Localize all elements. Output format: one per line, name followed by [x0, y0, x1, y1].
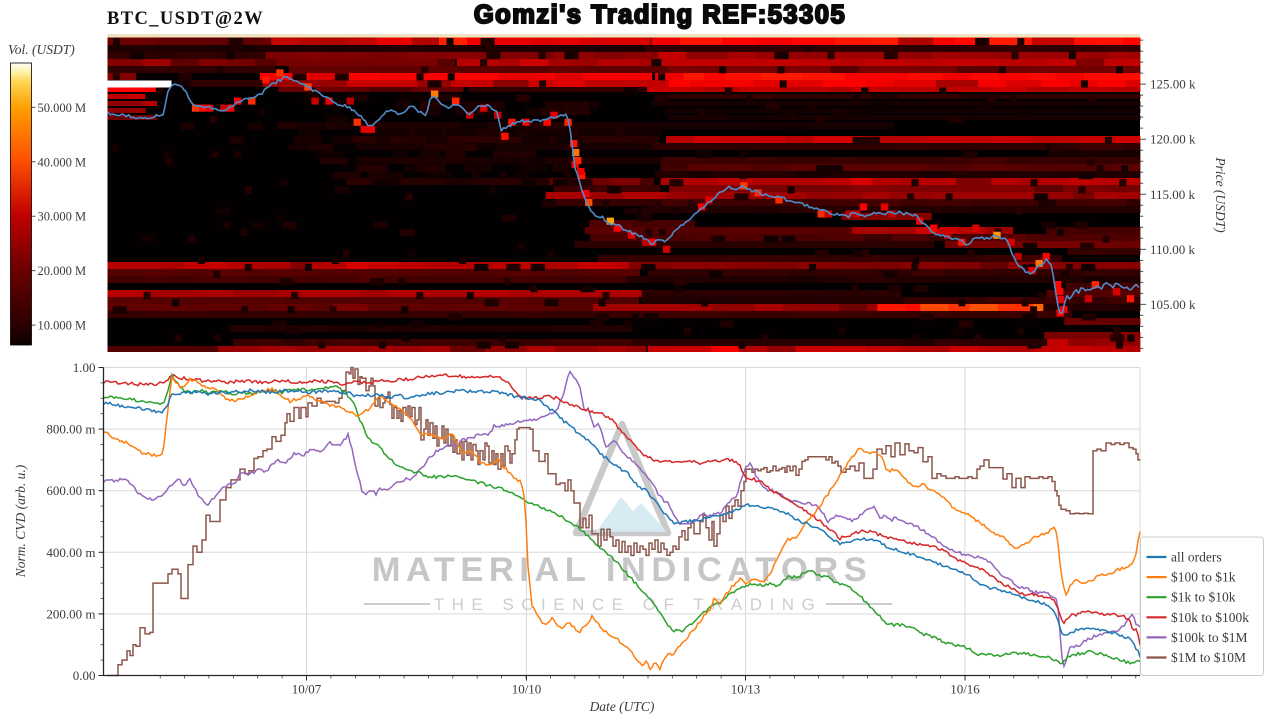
- svg-text:600.00 m: 600.00 m: [46, 483, 95, 498]
- svg-text:$100k to $1M: $100k to $1M: [1171, 630, 1248, 645]
- svg-text:10/10: 10/10: [512, 682, 542, 697]
- svg-text:$100 to $1k: $100 to $1k: [1171, 570, 1236, 585]
- svg-text:Vol. (USDT): Vol. (USDT): [8, 42, 75, 57]
- svg-text:200.00 m: 200.00 m: [46, 606, 95, 621]
- svg-text:10/16: 10/16: [950, 682, 980, 697]
- svg-text:Norm. CVD (arb. u.): Norm. CVD (arb. u.): [13, 464, 28, 578]
- svg-text:50.000 M: 50.000 M: [38, 101, 87, 115]
- svg-text:800.00 m: 800.00 m: [46, 422, 95, 437]
- svg-text:30.000 M: 30.000 M: [38, 210, 87, 224]
- svg-text:115.00 k: 115.00 k: [1150, 187, 1196, 202]
- svg-text:10/07: 10/07: [292, 682, 322, 697]
- svg-text:120.00 k: 120.00 k: [1150, 132, 1196, 147]
- svg-text:MATERIAL INDICATORS: MATERIAL INDICATORS: [372, 551, 873, 589]
- svg-text:$1M to $10M: $1M to $10M: [1171, 650, 1246, 665]
- svg-text:Date (UTC): Date (UTC): [589, 699, 655, 714]
- svg-text:400.00 m: 400.00 m: [46, 545, 95, 560]
- svg-text:$10k to $100k: $10k to $100k: [1171, 610, 1249, 625]
- svg-text:BTC_USDT@2W: BTC_USDT@2W: [107, 9, 264, 29]
- svg-text:125.00 k: 125.00 k: [1150, 77, 1196, 92]
- svg-text:110.00 k: 110.00 k: [1150, 242, 1196, 257]
- svg-text:all orders: all orders: [1171, 550, 1222, 565]
- svg-text:20.000 M: 20.000 M: [38, 264, 87, 278]
- svg-text:THE SCIENCE OF TRADING: THE SCIENCE OF TRADING: [434, 595, 823, 614]
- svg-text:105.00 k: 105.00 k: [1150, 297, 1196, 312]
- svg-text:10.000 M: 10.000 M: [38, 319, 87, 333]
- svg-text:Gomzi's Trading REF:53305: Gomzi's Trading REF:53305: [474, 1, 846, 29]
- svg-text:Price (USDT): Price (USDT): [1213, 156, 1228, 233]
- svg-text:1.00: 1.00: [73, 360, 96, 375]
- svg-text:40.000 M: 40.000 M: [38, 155, 87, 169]
- svg-text:0.00: 0.00: [73, 668, 96, 683]
- svg-text:$1k to $10k: $1k to $10k: [1171, 590, 1236, 605]
- svg-text:10/13: 10/13: [731, 682, 761, 697]
